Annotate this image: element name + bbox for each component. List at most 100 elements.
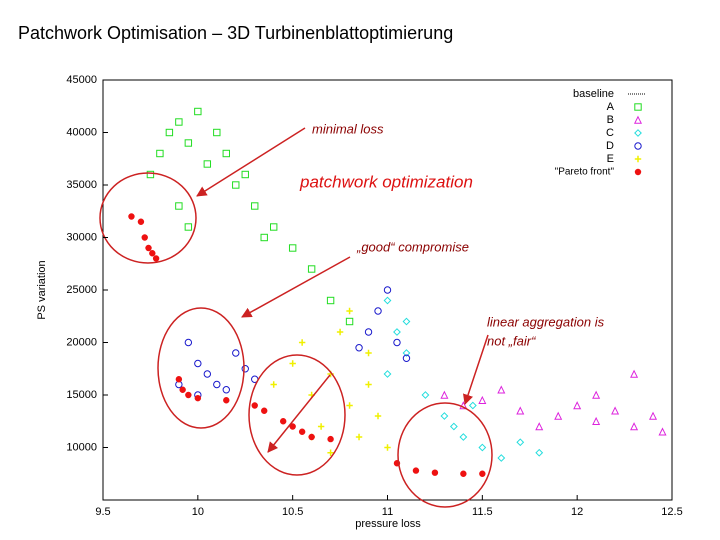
point <box>194 394 202 402</box>
point <box>402 349 411 357</box>
arrow <box>196 127 306 197</box>
point <box>658 427 667 436</box>
point <box>535 422 544 431</box>
point <box>346 307 353 315</box>
point <box>261 407 268 414</box>
point <box>497 454 506 462</box>
point <box>288 244 297 252</box>
circle <box>248 354 346 476</box>
point <box>152 255 160 262</box>
legend-label: A <box>607 101 615 113</box>
point <box>459 433 468 441</box>
point <box>298 339 306 346</box>
point <box>478 395 487 404</box>
point <box>649 411 658 420</box>
point <box>345 317 354 326</box>
point <box>630 422 639 431</box>
annotation: not „fair“ <box>487 333 536 348</box>
point <box>165 128 174 137</box>
point <box>516 438 525 447</box>
point <box>146 170 155 179</box>
y-tick-label: 20000 <box>66 336 97 348</box>
point <box>145 244 152 252</box>
point <box>355 344 363 352</box>
y-tick-label: 25000 <box>66 284 97 296</box>
point <box>402 354 411 362</box>
y-tick-label: 15000 <box>66 389 97 401</box>
point <box>184 223 193 231</box>
point <box>203 160 212 168</box>
point <box>573 401 582 410</box>
legend-label: "Pareto front" <box>555 167 615 178</box>
point <box>383 296 392 305</box>
point <box>535 448 544 457</box>
point <box>326 296 335 305</box>
point <box>298 428 306 435</box>
point <box>383 286 392 294</box>
point <box>156 149 164 158</box>
point <box>554 411 563 420</box>
point <box>478 443 487 452</box>
point <box>307 265 316 273</box>
point <box>516 406 525 415</box>
point <box>128 213 135 220</box>
point <box>374 307 382 315</box>
point <box>440 412 449 420</box>
legend-marker <box>633 115 643 124</box>
point <box>592 416 601 425</box>
point <box>279 418 287 425</box>
point <box>149 250 156 257</box>
point <box>497 385 506 394</box>
point <box>440 390 449 399</box>
point <box>611 406 620 415</box>
point <box>289 423 296 430</box>
point <box>232 349 240 357</box>
arrow <box>267 374 331 453</box>
legend-marker <box>634 103 642 111</box>
x-tick-label: 12.5 <box>661 506 682 518</box>
y-tick-label: 35000 <box>66 179 97 191</box>
point <box>213 128 221 137</box>
y-tick-label: 30000 <box>66 231 97 243</box>
point <box>383 370 392 378</box>
point <box>175 202 183 210</box>
x-tick-label: 11 <box>382 506 393 518</box>
point <box>402 317 411 326</box>
point <box>327 435 334 443</box>
point <box>251 202 259 210</box>
point <box>222 149 230 158</box>
point <box>393 338 401 347</box>
legend-label: baseline <box>573 88 614 100</box>
point <box>449 422 458 431</box>
y-axis-label: PS variation <box>36 260 48 319</box>
legend-label: B <box>607 114 614 126</box>
point <box>327 449 334 456</box>
point <box>592 390 601 399</box>
point <box>175 118 183 126</box>
point <box>270 223 278 231</box>
annotation: patchwork optimization <box>299 172 473 191</box>
point <box>364 328 373 336</box>
x-tick-label: 12 <box>571 506 583 518</box>
point <box>194 107 202 116</box>
point <box>460 470 467 477</box>
x-axis-label: pressure loss <box>355 518 421 530</box>
point <box>241 170 249 179</box>
annotation: „good“ compromise <box>356 239 469 254</box>
point <box>213 380 221 389</box>
point <box>194 359 202 368</box>
circle <box>157 307 245 429</box>
y-tick-label: 10000 <box>66 441 97 453</box>
x-tick-label: 9.5 <box>95 506 110 518</box>
point <box>179 386 186 393</box>
point <box>141 234 148 241</box>
point <box>355 433 363 441</box>
annotation: linear aggregation is <box>487 314 605 329</box>
point <box>175 376 183 383</box>
point <box>384 444 391 451</box>
point <box>393 328 401 336</box>
circle <box>397 402 493 508</box>
point <box>251 402 258 409</box>
point <box>270 381 277 388</box>
highlights <box>99 127 493 508</box>
